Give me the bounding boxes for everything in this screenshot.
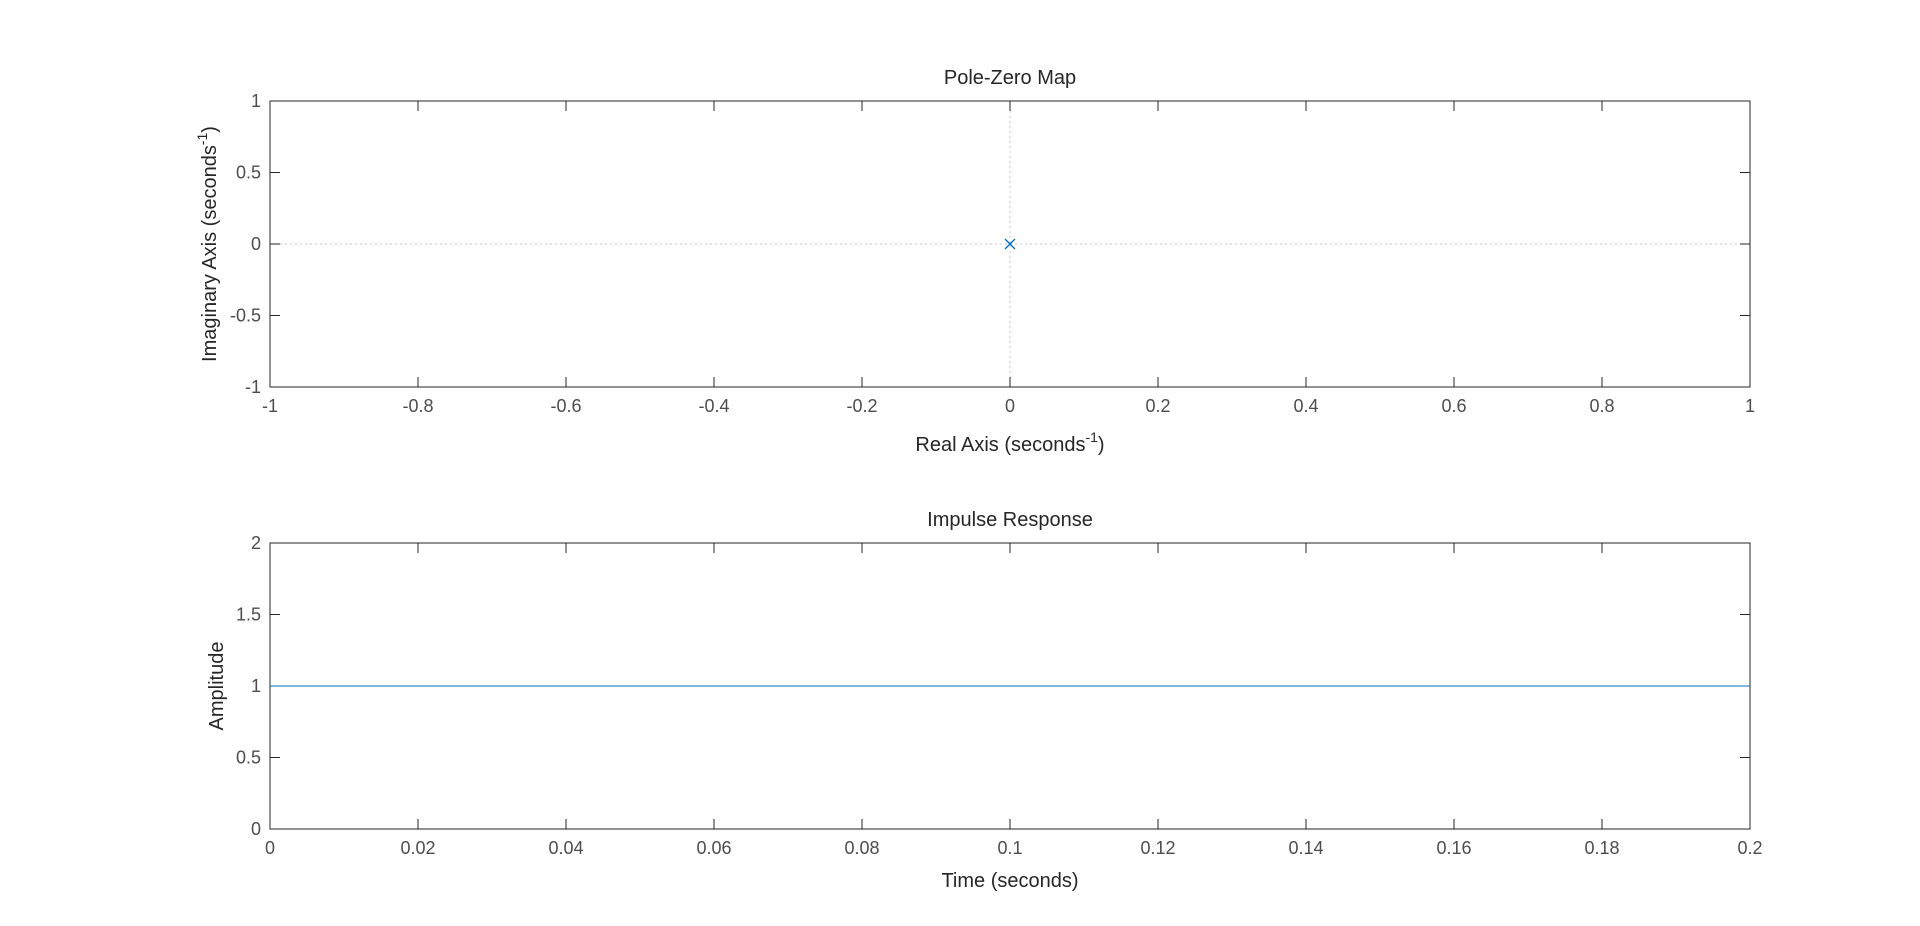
impulse-response-x-tick-label: 0.06 bbox=[696, 838, 731, 858]
impulse-response-x-tick-label: 0.16 bbox=[1436, 838, 1471, 858]
impulse-response-x-tick-label: 0.1 bbox=[997, 838, 1022, 858]
pole-zero-map-ticks: -1 -0.8 -0.6 -0.4 -0.2 0 0.2 0.4 0.6 0.8 1 -1 -0.5 0 0… bbox=[230, 91, 1755, 416]
pole-zero-map-y-tick-label: -0.5 bbox=[230, 306, 261, 326]
pole-zero-map-x-tick-label: 0.4 bbox=[1293, 396, 1318, 416]
impulse-response-x-axis-label: Time (seconds) bbox=[941, 870, 1078, 892]
pole-zero-map-x-tick-label: -0.4 bbox=[698, 396, 729, 416]
impulse-response-x-tick-label: 0.14 bbox=[1288, 838, 1323, 858]
impulse-response-y-tick-label: 2 bbox=[251, 533, 261, 553]
impulse-response-x-tick-label: 0.18 bbox=[1584, 838, 1619, 858]
impulse-response-x-tick-label: 0 bbox=[265, 838, 275, 858]
impulse-response-x-tick-label: 0.04 bbox=[548, 838, 583, 858]
pole-zero-map-x-tick-label: 0 bbox=[1005, 396, 1015, 416]
impulse-response-y-axis-label: Amplitude bbox=[206, 642, 228, 731]
impulse-response-axes: Impulse Response 0 0.02 0.04 0.06 0.08 0.1 0.1… bbox=[206, 509, 1763, 892]
pole-zero-map-axes: Pole-Zero Map -1 -0.8 -0.6 -0.4 -0.2 0 0.2 0.4 0… bbox=[194, 67, 1755, 456]
impulse-response-y-tick-label: 1 bbox=[251, 676, 261, 696]
impulse-response-x-tick-label: 0.02 bbox=[400, 838, 435, 858]
pole-zero-map-y-axis-label: Imaginary Axis (seconds-1) bbox=[194, 126, 221, 362]
impulse-response-x-tick-label: 0.12 bbox=[1140, 838, 1175, 858]
pole-marker-stroke bbox=[1004, 238, 1016, 250]
pole-zero-map-y-tick-label: 0.5 bbox=[236, 163, 261, 183]
pole-zero-map-x-tick-label: -0.8 bbox=[402, 396, 433, 416]
impulse-response-y-tick-label: 0 bbox=[251, 819, 261, 839]
impulse-response-x-tick-label: 0.2 bbox=[1737, 838, 1762, 858]
pole-zero-map-x-tick-label: 1 bbox=[1745, 396, 1755, 416]
impulse-response-ticks: 0 0.02 0.04 0.06 0.08 0.1 0.12 0.14 0.16 0.18 0.2 0… bbox=[236, 533, 1763, 858]
pole-marker bbox=[1004, 238, 1016, 250]
pole-zero-map-x-tick-label: -0.2 bbox=[846, 396, 877, 416]
pole-zero-map-marks bbox=[1004, 238, 1016, 250]
pole-zero-map-y-tick-label: 1 bbox=[251, 91, 261, 111]
impulse-response-y-tick-label: 0.5 bbox=[236, 748, 261, 768]
impulse-response-title: Impulse Response bbox=[927, 509, 1093, 531]
impulse-response-y-tick-label: 1.5 bbox=[236, 605, 261, 625]
pole-zero-map-x-tick-label: -0.6 bbox=[550, 396, 581, 416]
pole-zero-map-x-tick-label: -1 bbox=[262, 396, 278, 416]
impulse-response-x-tick-label: 0.08 bbox=[844, 838, 879, 858]
pole-zero-map-title: Pole-Zero Map bbox=[944, 67, 1076, 89]
pole-zero-map-x-tick-label: 0.2 bbox=[1145, 396, 1170, 416]
pole-zero-map-y-tick-label: 0 bbox=[251, 234, 261, 254]
pole-zero-map-x-tick-label: 0.8 bbox=[1589, 396, 1614, 416]
pole-zero-map-x-tick-label: 0.6 bbox=[1441, 396, 1466, 416]
pole-zero-map-y-tick-label: -1 bbox=[245, 377, 261, 397]
pole-zero-map-x-axis-label: Real Axis (seconds-1) bbox=[915, 429, 1104, 456]
